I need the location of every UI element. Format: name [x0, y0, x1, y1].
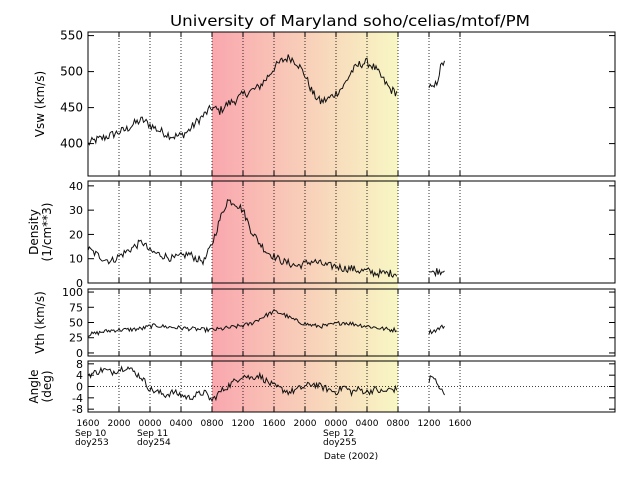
x-tick-label: 0800	[201, 419, 224, 429]
series-line	[87, 365, 398, 403]
y-tick-label: 40	[69, 180, 83, 193]
series-line	[87, 54, 398, 146]
panel-frame	[87, 31, 616, 177]
y-tick-label: 500	[60, 65, 83, 79]
y-tick-label: 75	[69, 301, 83, 314]
x-tick-label: 2000	[294, 419, 317, 429]
y-axis-label: Vth (km/s)	[33, 291, 47, 354]
grid-layer	[87, 32, 615, 412]
x-tick-label: 2000	[108, 419, 131, 429]
y-tick-label: 4	[76, 369, 83, 382]
y-tick-label: 0	[76, 381, 83, 394]
series-line	[428, 375, 445, 396]
x-tick-sublabel: doy254	[137, 438, 171, 448]
series-layer	[87, 54, 445, 403]
y-tick-label: 450	[60, 101, 83, 115]
series-line	[429, 268, 445, 278]
y-tick-label: 550	[60, 29, 83, 43]
y-tick-label: 10	[69, 253, 83, 266]
x-tick-label: 0400	[170, 419, 193, 429]
x-tick-label: 1200	[232, 419, 255, 429]
y-axis-label: (1/cm**3)	[40, 203, 54, 262]
x-tick-sublabel: doy253	[75, 438, 109, 448]
x-tick-sublabel: Sep 12	[323, 429, 354, 439]
y-tick-label: -4	[72, 392, 83, 405]
y-tick-label: -8	[72, 403, 83, 416]
y-tick-label: 50	[69, 317, 83, 330]
chart-title: University of Maryland soho/celias/mtof/…	[170, 12, 530, 30]
x-tick-label: 1600	[263, 419, 286, 429]
y-axis-label: (deg)	[40, 371, 54, 403]
x-tick-label: 0000	[325, 419, 348, 429]
x-tick-label: 0400	[356, 419, 379, 429]
y-tick-label: 0	[76, 277, 83, 290]
x-tick-label: 0800	[387, 419, 410, 429]
panel-frame	[87, 180, 616, 284]
y-tick-label: 400	[60, 137, 83, 151]
series-line	[428, 324, 445, 335]
x-axis-label: Date (2002)	[324, 452, 378, 462]
x-tick-label: 1600	[449, 419, 472, 429]
y-tick-label: 0	[76, 347, 83, 360]
x-tick-sublabel: doy255	[323, 438, 357, 448]
x-tick-sublabel: Sep 11	[137, 429, 168, 439]
y-axis-label: Density	[27, 209, 41, 255]
y-tick-label: 8	[76, 358, 83, 371]
y-tick-label: 20	[69, 228, 83, 241]
x-tick-label: 1600	[77, 419, 100, 429]
x-tick-label: 1200	[418, 419, 441, 429]
y-axis-label: Angle	[27, 369, 41, 403]
y-tick-label: 25	[69, 332, 83, 345]
y-tick-label: 100	[62, 286, 83, 299]
y-tick-label: 30	[69, 204, 83, 217]
y-axis-label: Vsw (km/s)	[33, 71, 47, 137]
x-tick-label: 0000	[139, 419, 162, 429]
x-tick-sublabel: Sep 10	[75, 429, 107, 439]
series-line	[428, 60, 445, 88]
series-line	[87, 198, 398, 279]
series-line	[87, 308, 397, 337]
